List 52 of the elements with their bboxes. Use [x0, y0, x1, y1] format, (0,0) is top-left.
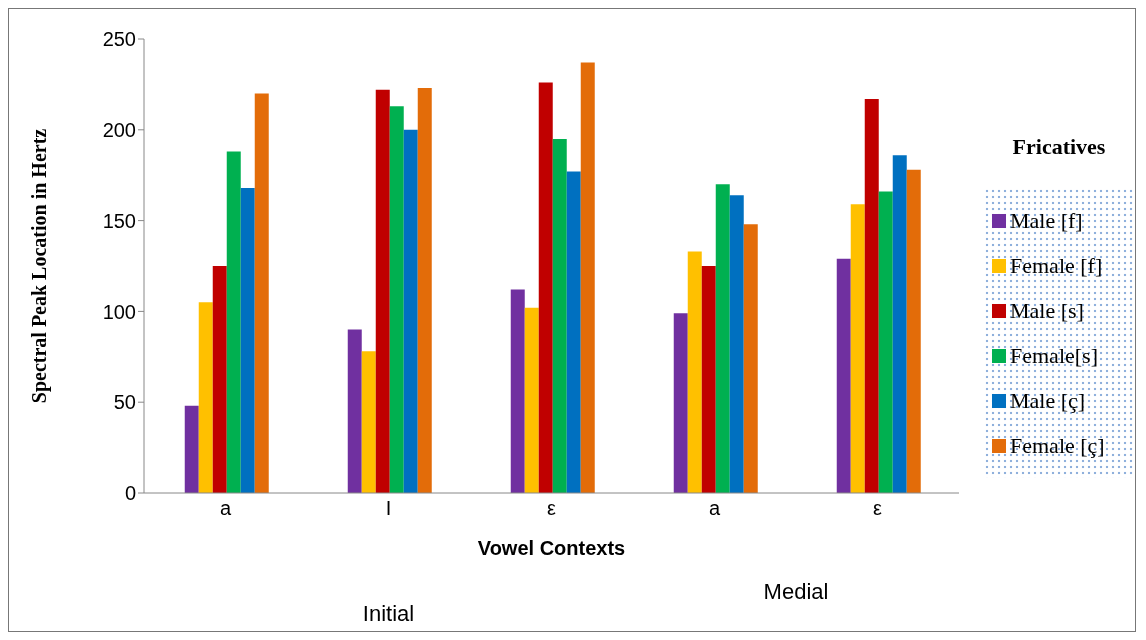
- bar: [389, 106, 404, 493]
- y-tick-label: 0: [124, 482, 136, 505]
- bar: [850, 204, 865, 493]
- x-tick-label: I: [385, 497, 392, 520]
- y-tick-label: 100: [102, 300, 136, 323]
- bar: [184, 405, 199, 493]
- legend-label: Female[s]: [1010, 342, 1098, 369]
- bar: [566, 171, 581, 493]
- bar: [417, 88, 432, 493]
- text: Medial: [762, 579, 830, 605]
- bar: [254, 93, 269, 493]
- legend-label: Female [ç]: [1010, 432, 1105, 459]
- bar: [198, 302, 213, 493]
- bar: [524, 307, 539, 493]
- legend-label: Male [s]: [1010, 297, 1084, 324]
- legend-label: Female [f]: [1010, 252, 1103, 279]
- y-tick-label: 150: [102, 209, 136, 232]
- bar: [743, 224, 758, 493]
- bar: [892, 155, 907, 493]
- bar: [836, 258, 851, 493]
- bar: [240, 187, 255, 493]
- x-tick-label: ε: [547, 497, 557, 520]
- y-tick-label: 200: [102, 118, 136, 141]
- y-axis-title: Spectral Peak Location in Hertz: [28, 128, 52, 404]
- bar: [701, 266, 716, 493]
- bar: [878, 191, 893, 493]
- bar: [552, 138, 567, 493]
- bar: [212, 266, 227, 493]
- legend-label: Male [ç]: [1010, 387, 1086, 414]
- bar: [906, 169, 921, 493]
- x-axis-title: Vowel Contexts: [477, 537, 626, 559]
- bar: [347, 329, 362, 493]
- bar: [375, 89, 390, 493]
- bar: [715, 184, 730, 493]
- y-tick-label: 250: [102, 28, 136, 51]
- bar: [729, 195, 744, 493]
- bar: [580, 62, 595, 493]
- bar: [226, 151, 241, 493]
- legend-title: Fricatives: [1011, 134, 1107, 160]
- bar: [403, 129, 418, 493]
- x-tick-label: a: [219, 497, 232, 520]
- x-tick-label: a: [708, 497, 721, 520]
- bar: [673, 313, 688, 493]
- bar: [538, 82, 553, 493]
- x-tick-label: ε: [873, 497, 883, 520]
- bar: [510, 289, 525, 493]
- bar: [864, 98, 879, 493]
- text: Initial: [361, 601, 416, 627]
- bar: [361, 351, 376, 493]
- legend-label: Male [f]: [1010, 207, 1083, 234]
- bar: [687, 251, 702, 493]
- y-tick-label: 50: [113, 391, 136, 414]
